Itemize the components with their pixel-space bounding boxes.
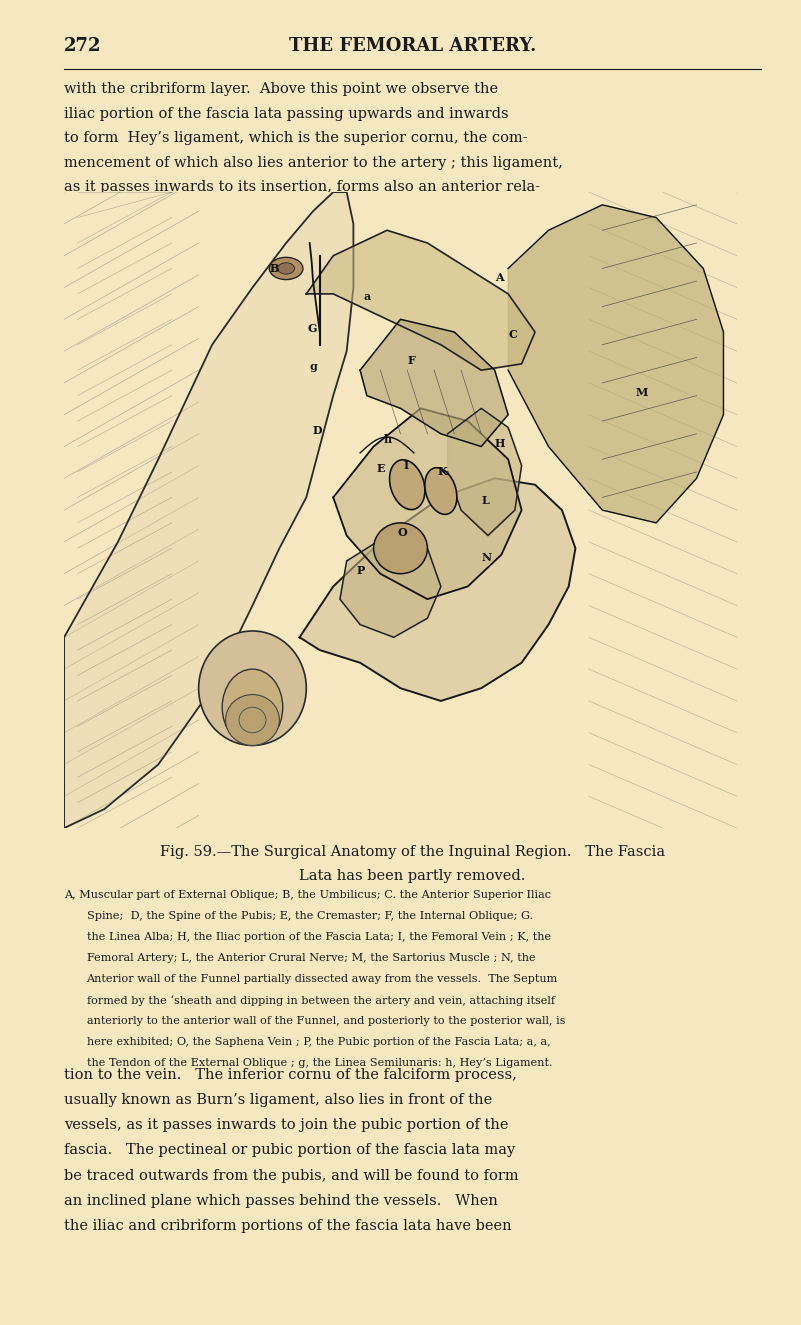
Ellipse shape xyxy=(425,468,457,514)
Text: E: E xyxy=(377,462,385,474)
Ellipse shape xyxy=(222,669,283,746)
Text: Anterior wall of the Funnel partially dissected away from the vessels.  The Sept: Anterior wall of the Funnel partially di… xyxy=(87,974,557,984)
Polygon shape xyxy=(333,408,521,599)
Text: as it passes inwards to its insertion, forms also an anterior rela-: as it passes inwards to its insertion, f… xyxy=(64,180,540,195)
Polygon shape xyxy=(306,231,535,370)
Text: C: C xyxy=(508,330,517,341)
Text: D: D xyxy=(313,425,323,436)
Text: with the cribriform layer.  Above this point we observe the: with the cribriform layer. Above this po… xyxy=(64,82,498,97)
Text: a: a xyxy=(364,292,371,302)
Text: here exhibited; O, the Saphena Vein ; P, the Pubic portion of the Fascia Lata; a: here exhibited; O, the Saphena Vein ; P,… xyxy=(87,1037,550,1047)
Text: B: B xyxy=(269,262,279,274)
Text: the iliac and cribriform portions of the fascia lata have been: the iliac and cribriform portions of the… xyxy=(64,1219,512,1234)
Text: N: N xyxy=(481,553,491,563)
Text: P: P xyxy=(356,564,365,576)
Text: be traced outwards from the pubis, and will be found to form: be traced outwards from the pubis, and w… xyxy=(64,1169,519,1183)
Ellipse shape xyxy=(278,262,295,274)
Text: h: h xyxy=(384,435,392,445)
Polygon shape xyxy=(360,319,508,447)
Text: an inclined plane which passes behind the vessels.   When: an inclined plane which passes behind th… xyxy=(64,1194,498,1208)
Text: I: I xyxy=(404,460,409,470)
Polygon shape xyxy=(448,408,521,535)
Polygon shape xyxy=(508,205,723,523)
Text: O: O xyxy=(397,526,407,538)
Text: F: F xyxy=(407,355,415,366)
Text: formed by the ‘sheath and dipping in between the artery and vein, attaching itse: formed by the ‘sheath and dipping in bet… xyxy=(87,995,554,1006)
Text: Spine;  D, the Spine of the Pubis; E, the Cremaster; F, the Internal Oblique; G.: Spine; D, the Spine of the Pubis; E, the… xyxy=(87,912,533,921)
Text: anteriorly to the anterior wall of the Funnel, and posteriorly to the posterior : anteriorly to the anterior wall of the F… xyxy=(87,1016,565,1026)
Text: fascia.   The pectineal or pubic portion of the fascia lata may: fascia. The pectineal or pubic portion o… xyxy=(64,1143,515,1158)
Text: THE FEMORAL ARTERY.: THE FEMORAL ARTERY. xyxy=(289,37,536,56)
Text: usually known as Burn’s ligament, also lies in front of the: usually known as Burn’s ligament, also l… xyxy=(64,1093,493,1108)
Text: A, Muscular part of External Oblique; B, the Umbilicus; C. the Anterior Superior: A, Muscular part of External Oblique; B,… xyxy=(64,890,551,901)
Text: mencement of which also lies anterior to the artery ; this ligament,: mencement of which also lies anterior to… xyxy=(64,156,563,170)
Text: g: g xyxy=(310,362,317,372)
Polygon shape xyxy=(64,192,353,828)
Text: vessels, as it passes inwards to join the pubic portion of the: vessels, as it passes inwards to join th… xyxy=(64,1118,509,1133)
Circle shape xyxy=(226,694,280,746)
Text: to form  Hey’s ligament, which is the superior cornu, the com-: to form Hey’s ligament, which is the sup… xyxy=(64,131,528,146)
Text: K: K xyxy=(437,466,447,477)
Text: M: M xyxy=(636,387,648,398)
Text: A: A xyxy=(495,272,503,284)
Text: the Linea Alba; H, the Iliac portion of the Fascia Lata; I, the Femoral Vein ; K: the Linea Alba; H, the Iliac portion of … xyxy=(87,933,550,942)
Text: iliac portion of the fascia lata passing upwards and inwards: iliac portion of the fascia lata passing… xyxy=(64,107,509,121)
Text: Fig. 59.—The Surgical Anatomy of the Inguinal Region.   The Fascia: Fig. 59.—The Surgical Anatomy of the Ing… xyxy=(160,845,665,860)
Text: Lata has been partly removed.: Lata has been partly removed. xyxy=(300,869,525,882)
Text: H: H xyxy=(495,437,505,449)
Text: 272: 272 xyxy=(64,37,102,56)
Circle shape xyxy=(373,523,428,574)
Polygon shape xyxy=(300,478,575,701)
Polygon shape xyxy=(340,535,441,637)
Ellipse shape xyxy=(269,257,303,280)
Ellipse shape xyxy=(199,631,306,746)
Text: G: G xyxy=(308,323,317,334)
Text: Femoral Artery; L, the Anterior Crural Nerve; M, the Sartorius Muscle ; N, the: Femoral Artery; L, the Anterior Crural N… xyxy=(87,953,535,963)
Ellipse shape xyxy=(389,460,425,510)
Text: L: L xyxy=(481,494,489,506)
Text: the Tendon of the External Oblique ; g, the Linea Semilunaris: h, Hey’s Ligament: the Tendon of the External Oblique ; g, … xyxy=(87,1057,552,1068)
Text: tion to the vein.   The inferior cornu of the falciform process,: tion to the vein. The inferior cornu of … xyxy=(64,1068,517,1083)
